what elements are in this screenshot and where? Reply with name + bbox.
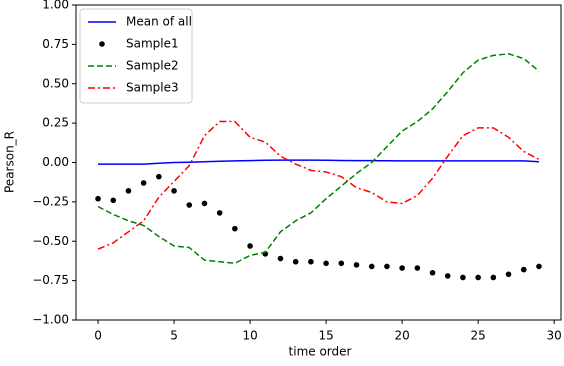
data-point [429,269,436,276]
data-point [399,265,405,271]
series-line [97,120,540,250]
x-tick-label: 5 [170,329,178,343]
legend-label: Mean of all [126,15,192,29]
data-point [444,273,451,279]
data-point [186,202,193,208]
data-point [110,197,117,204]
y-tick-label: 1.00 [42,0,69,12]
x-axis-label: time order [289,345,352,359]
y-tick-label: −0.25 [32,194,69,208]
y-tick-label: 0.50 [42,76,69,90]
data-point [171,188,177,194]
plot-frame [75,4,562,321]
data-point [140,180,147,186]
x-tick-label: 25 [470,329,485,343]
data-point [292,258,299,265]
data-point [475,274,481,281]
x-tick-label: 10 [242,329,257,343]
data-point [277,255,284,262]
legend-box [79,8,193,104]
data-point [125,188,132,194]
data-point [384,263,390,270]
legend-swatch [99,41,105,47]
data-point [505,271,512,278]
x-tick-label: 20 [394,329,409,343]
y-tick-label: 0.00 [42,155,69,169]
y-tick-label: 0.75 [42,37,69,51]
y-tick-label: −0.50 [32,234,69,248]
data-point [95,195,101,202]
data-point [232,225,238,232]
y-tick-label: −0.75 [32,273,69,287]
data-point [338,260,345,267]
data-point [490,274,497,281]
legend-label: Sample3 [126,81,179,95]
data-point [308,258,314,265]
data-point [156,173,162,180]
data-point [323,260,329,267]
x-tick-label: 15 [318,329,333,343]
series-line [98,159,539,165]
y-tick-label: −1.00 [32,313,69,327]
x-tick-label: 30 [547,329,562,343]
legend-label: Sample2 [126,59,179,73]
data-point [414,265,421,271]
data-point [536,263,542,270]
x-tick-label: 0 [94,329,102,343]
data-point [247,243,253,249]
data-point [353,262,360,268]
y-axis-label: Pearson_R [3,131,17,193]
series-line [97,53,540,265]
data-point [201,200,208,207]
data-point [368,263,375,270]
data-point [216,210,223,216]
data-point [520,266,527,273]
data-point [460,274,466,281]
y-tick-label: 0.25 [42,116,69,130]
legend-label: Sample1 [126,37,179,51]
